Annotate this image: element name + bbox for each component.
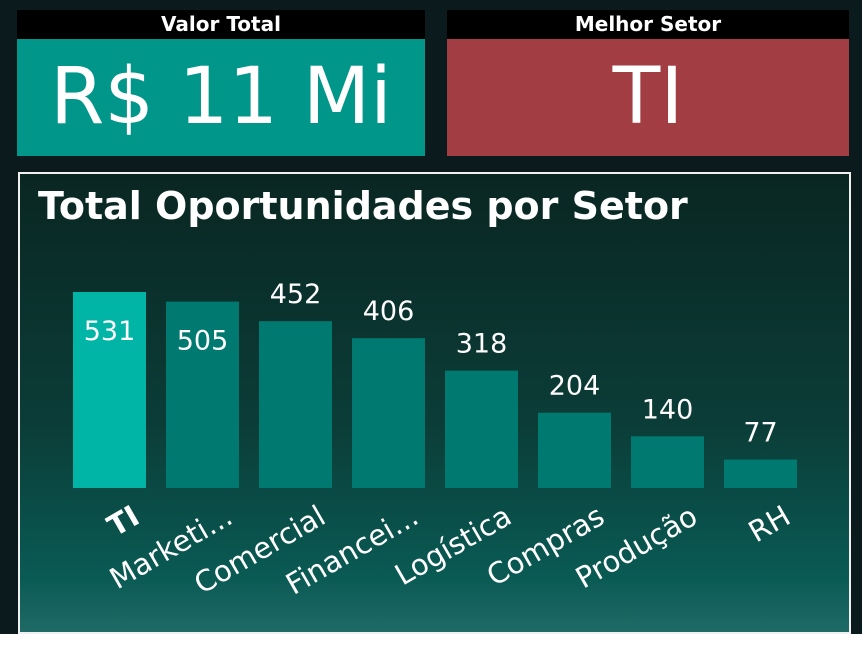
data-label-3: 406 <box>363 296 415 327</box>
chart-title: Total Oportunidades por Setor <box>38 184 688 228</box>
bar-7[interactable] <box>724 459 797 488</box>
best-sector-value: TI <box>447 39 849 156</box>
opportunities-bar-chart[interactable]: 531TI505Marketi...452Comercial406Finance… <box>20 174 849 632</box>
total-value-label: Valor Total <box>17 10 425 39</box>
bar-1[interactable] <box>166 301 239 488</box>
data-label-2: 452 <box>270 279 322 310</box>
data-label-6: 140 <box>642 394 694 425</box>
bar-5[interactable] <box>538 412 611 488</box>
data-label-7: 77 <box>743 418 777 449</box>
data-label-5: 204 <box>549 371 601 402</box>
bottom-strip <box>0 634 862 645</box>
bar-3[interactable] <box>352 338 425 488</box>
category-label-0: TI <box>102 499 145 544</box>
data-label-1: 505 <box>177 326 229 357</box>
opportunities-chart-panel[interactable]: Total Oportunidades por Setor 531 TI 505 Ma… <box>18 172 851 634</box>
bar-2[interactable] <box>259 321 332 488</box>
category-label-7: RH <box>743 499 796 549</box>
bar-6[interactable] <box>631 436 704 488</box>
bar-0[interactable] <box>73 292 146 488</box>
total-value: R$ 11 Mi <box>17 39 425 156</box>
data-label-0: 531 <box>84 316 136 347</box>
total-value-card[interactable]: Valor Total R$ 11 Mi <box>17 10 425 156</box>
bar-4[interactable] <box>445 370 518 488</box>
data-label-4: 318 <box>456 329 508 360</box>
best-sector-label: Melhor Setor <box>447 10 849 39</box>
best-sector-card[interactable]: Melhor Setor TI <box>447 10 849 156</box>
